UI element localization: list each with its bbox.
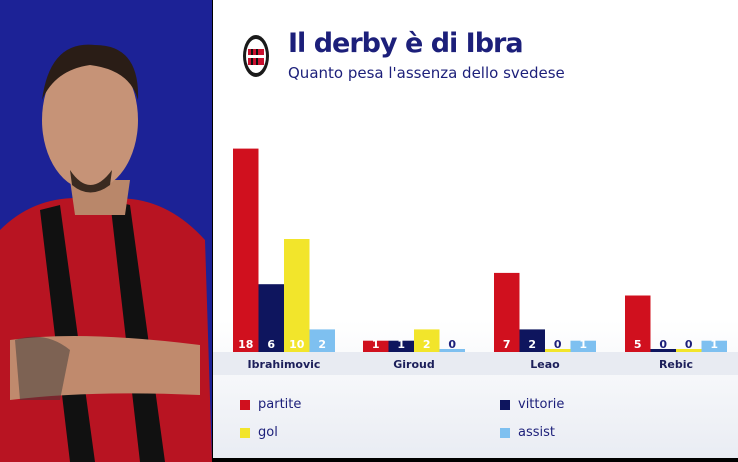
bar-gol xyxy=(414,329,440,352)
player-photo-panel xyxy=(0,0,212,462)
data-label: 1 xyxy=(710,338,718,351)
bar-assist xyxy=(439,349,465,352)
ac-milan-logo xyxy=(243,35,269,77)
bar-gol xyxy=(676,349,702,352)
data-label: 1 xyxy=(579,338,587,351)
legend-partite: partite xyxy=(240,397,301,412)
data-label: 2 xyxy=(423,338,431,351)
bar-vittorie xyxy=(519,329,545,352)
legend-swatch xyxy=(500,427,510,438)
legend-vittorie: vittorie xyxy=(500,397,564,412)
bar-gol xyxy=(545,349,571,352)
bar-assist xyxy=(701,340,727,352)
data-label: 6 xyxy=(267,338,275,351)
legend-label: vittorie xyxy=(518,397,565,412)
bar-vittorie xyxy=(650,349,676,352)
bar-vittorie xyxy=(258,284,284,352)
bar-chart: 18 6 10 2 Ibrahimovic 1 1 2 0 Giroud 7 2 0 1 Leao 5 0 0 1 R… xyxy=(213,148,738,375)
category-band xyxy=(213,352,738,375)
data-label: 2 xyxy=(318,338,326,351)
page-title: Il derby è di Ibra xyxy=(288,28,524,59)
legend-assist: assist xyxy=(500,425,555,440)
legend-swatch xyxy=(240,399,250,410)
chart-panel: Il derby è di Ibra Quanto pesa l'assenza… xyxy=(213,0,738,458)
bar-assist xyxy=(309,329,335,352)
data-label: 7 xyxy=(503,338,511,351)
bar-partite xyxy=(363,340,389,352)
data-label: 0 xyxy=(659,338,667,351)
legend-label: partite xyxy=(258,397,302,412)
bar-assist xyxy=(570,340,596,352)
legend-label: gol xyxy=(258,425,278,440)
category-label: Leao xyxy=(530,358,560,371)
category-label: Giroud xyxy=(393,358,435,371)
data-label: 0 xyxy=(685,338,693,351)
bar-partite xyxy=(233,148,259,352)
data-label: 1 xyxy=(372,338,380,351)
bar-partite xyxy=(494,272,520,352)
category-label: Ibrahimovic xyxy=(248,358,321,371)
bar-vittorie xyxy=(388,340,414,352)
data-label: 10 xyxy=(289,338,305,351)
category-label: Rebic xyxy=(659,358,693,371)
legend-swatch xyxy=(500,399,510,410)
data-label: 1 xyxy=(397,338,405,351)
player-photo xyxy=(0,44,212,462)
data-label: 0 xyxy=(448,338,456,351)
data-label: 2 xyxy=(528,338,536,351)
data-label: 5 xyxy=(634,338,642,351)
bar-gol xyxy=(284,239,310,352)
legend-label: assist xyxy=(518,425,555,440)
page-subtitle: Quanto pesa l'assenza dello svedese xyxy=(288,64,565,82)
data-label: 0 xyxy=(554,338,562,351)
bar-partite xyxy=(625,295,651,352)
legend-gol: gol xyxy=(240,425,278,440)
data-label: 18 xyxy=(238,338,253,351)
legend-swatch xyxy=(240,427,250,438)
